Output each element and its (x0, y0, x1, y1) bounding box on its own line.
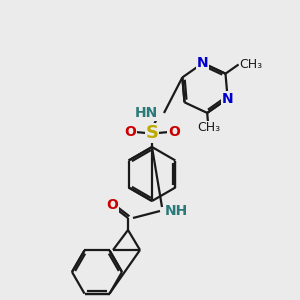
Text: O: O (124, 125, 136, 139)
Text: O: O (168, 125, 180, 139)
Text: S: S (146, 124, 158, 142)
Text: NH: NH (165, 204, 188, 218)
Text: N: N (197, 56, 208, 70)
Text: CH₃: CH₃ (240, 58, 263, 71)
Text: N: N (222, 92, 233, 106)
Text: HN: HN (135, 106, 158, 120)
Text: CH₃: CH₃ (197, 121, 220, 134)
Text: O: O (106, 198, 118, 212)
